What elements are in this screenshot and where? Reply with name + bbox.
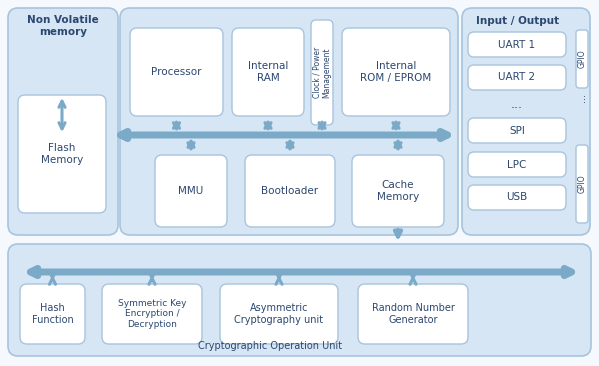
- FancyBboxPatch shape: [130, 28, 223, 116]
- FancyBboxPatch shape: [155, 155, 227, 227]
- Text: UART 2: UART 2: [498, 72, 536, 82]
- Text: UART 1: UART 1: [498, 40, 536, 49]
- Text: ...: ...: [511, 97, 523, 111]
- FancyBboxPatch shape: [245, 155, 335, 227]
- Text: Processor: Processor: [152, 67, 202, 77]
- FancyBboxPatch shape: [468, 32, 566, 57]
- Text: Symmetric Key
Encryption /
Decryption: Symmetric Key Encryption / Decryption: [118, 299, 186, 329]
- Text: Clock / Power
Management: Clock / Power Management: [312, 47, 332, 98]
- FancyBboxPatch shape: [18, 95, 106, 213]
- Text: GPIO: GPIO: [577, 50, 586, 68]
- Text: Input / Output: Input / Output: [476, 16, 559, 26]
- FancyBboxPatch shape: [352, 155, 444, 227]
- FancyBboxPatch shape: [8, 8, 118, 235]
- Text: USB: USB: [506, 193, 528, 202]
- FancyBboxPatch shape: [462, 8, 590, 235]
- FancyBboxPatch shape: [20, 284, 85, 344]
- Text: Non Volatile
memory: Non Volatile memory: [27, 15, 99, 37]
- Text: Internal
ROM / EPROM: Internal ROM / EPROM: [361, 61, 432, 83]
- FancyBboxPatch shape: [311, 20, 333, 125]
- Text: LPC: LPC: [507, 160, 527, 169]
- Text: Flash
Memory: Flash Memory: [41, 143, 83, 165]
- FancyBboxPatch shape: [468, 152, 566, 177]
- Text: SPI: SPI: [509, 126, 525, 135]
- Text: Bootloader: Bootloader: [261, 186, 319, 196]
- FancyBboxPatch shape: [342, 28, 450, 116]
- Text: MMU: MMU: [179, 186, 204, 196]
- FancyBboxPatch shape: [576, 145, 588, 223]
- FancyBboxPatch shape: [576, 30, 588, 88]
- FancyBboxPatch shape: [232, 28, 304, 116]
- Text: Hash
Function: Hash Function: [32, 303, 73, 325]
- FancyBboxPatch shape: [220, 284, 338, 344]
- Text: Cache
Memory: Cache Memory: [377, 180, 419, 202]
- Text: Random Number
Generator: Random Number Generator: [371, 303, 455, 325]
- FancyBboxPatch shape: [468, 185, 566, 210]
- Text: Asymmetric
Cryptography unit: Asymmetric Cryptography unit: [234, 303, 323, 325]
- FancyBboxPatch shape: [468, 118, 566, 143]
- Text: ...: ...: [577, 93, 587, 102]
- Text: GPIO: GPIO: [577, 175, 586, 193]
- FancyBboxPatch shape: [102, 284, 202, 344]
- FancyBboxPatch shape: [358, 284, 468, 344]
- FancyBboxPatch shape: [468, 65, 566, 90]
- Text: Cryptographic Operation Unit: Cryptographic Operation Unit: [198, 341, 342, 351]
- Text: Internal
RAM: Internal RAM: [248, 61, 288, 83]
- FancyBboxPatch shape: [120, 8, 458, 235]
- FancyBboxPatch shape: [8, 244, 591, 356]
